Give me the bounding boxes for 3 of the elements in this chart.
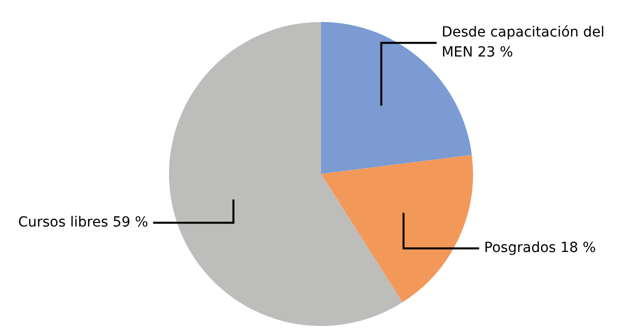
- slice-label: Desde capacitación del MEN 23 %: [442, 24, 605, 61]
- slice-label: Posgrados 18 %: [484, 240, 596, 256]
- slice-label: Cursos libres 59 %: [18, 214, 148, 230]
